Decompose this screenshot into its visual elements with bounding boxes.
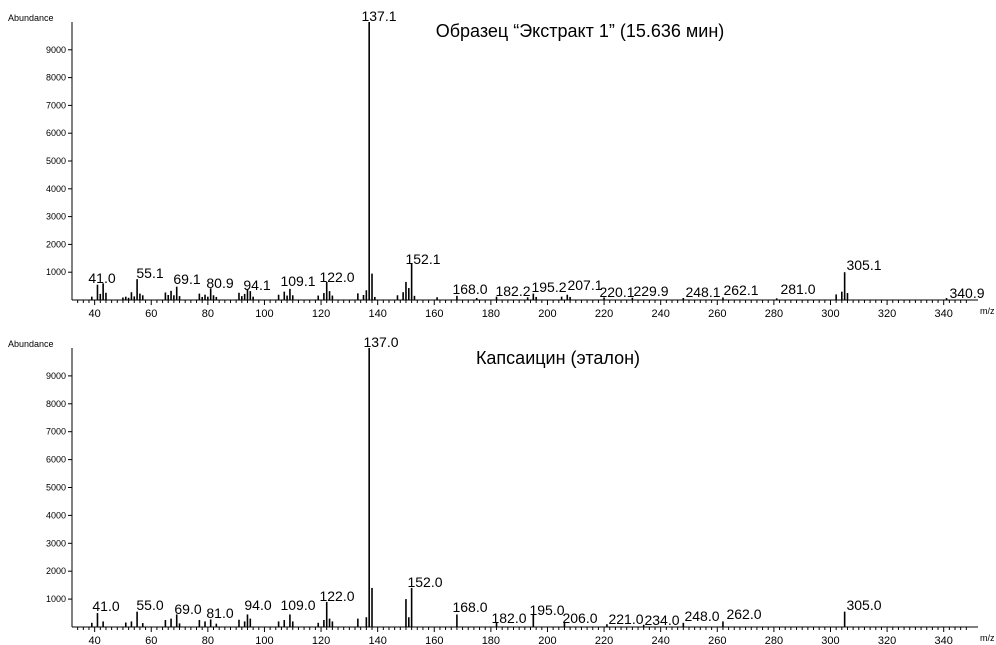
peak-label: 80.9 <box>206 275 233 291</box>
peak-label: 305.0 <box>846 597 881 613</box>
y-tick-label: 6000 <box>46 455 66 465</box>
peak-label: 262.0 <box>726 606 761 622</box>
x-tick-label: 240 <box>651 635 669 645</box>
peak-label: 248.0 <box>684 608 719 624</box>
peak-label: 248.1 <box>685 284 720 300</box>
x-axis-label: m/z <box>980 633 995 643</box>
x-tick-label: 340 <box>935 635 953 645</box>
y-tick-label: 4000 <box>46 510 66 520</box>
x-tick-label: 120 <box>312 308 330 320</box>
peak-label: 122.0 <box>319 269 354 285</box>
y-tick-label: 1000 <box>46 594 66 604</box>
x-tick-label: 80 <box>202 635 214 645</box>
x-tick-label: 320 <box>878 308 896 320</box>
peak-label: 234.0 <box>644 612 679 628</box>
y-tick-label: 2000 <box>46 566 66 576</box>
peak-label: 122.0 <box>319 588 354 604</box>
x-tick-label: 100 <box>255 308 273 320</box>
x-tick-label: 280 <box>765 635 783 645</box>
peak-label: 152.1 <box>405 251 440 267</box>
y-tick-label: 7000 <box>46 427 66 437</box>
x-tick-label: 140 <box>368 308 386 320</box>
y-tick-label: 9000 <box>46 371 66 381</box>
peak-label: 137.0 <box>363 334 398 350</box>
x-tick-label: 300 <box>821 635 839 645</box>
y-tick-label: 5000 <box>46 156 66 166</box>
peak-label: 69.1 <box>173 271 200 287</box>
x-tick-label: 280 <box>765 308 783 320</box>
x-tick-label: 220 <box>595 635 613 645</box>
peak-label: 182.2 <box>495 283 530 299</box>
x-tick-label: 340 <box>935 308 953 320</box>
x-tick-label: 140 <box>368 635 386 645</box>
peak-label: 94.1 <box>243 277 270 293</box>
peak-label: 262.1 <box>723 282 758 298</box>
y-axis-label: Abundance <box>8 13 54 23</box>
peak-label: 152.0 <box>407 574 442 590</box>
peak-label: 182.0 <box>491 610 526 626</box>
y-tick-label: 3000 <box>46 538 66 548</box>
y-tick-label: 7000 <box>46 100 66 110</box>
peak-label: 229.9 <box>633 283 668 299</box>
x-tick-label: 40 <box>89 635 101 645</box>
y-tick-label: 9000 <box>46 45 66 55</box>
x-tick-label: 200 <box>538 635 556 645</box>
peak-label: 55.0 <box>136 597 163 613</box>
peak-label: 207.1 <box>567 277 602 293</box>
x-tick-label: 200 <box>538 308 556 320</box>
x-tick-label: 120 <box>312 635 330 645</box>
spectrum-panel-1: Abundance 1000 2000 3000 4000 5000 6000 7000 800… <box>8 8 995 320</box>
spectrum-panel-2: Abundance 1000 2000 3000 4000 5000 6000 7000 800… <box>8 334 995 645</box>
peak-label: 168.0 <box>452 281 487 297</box>
peak-label: 94.0 <box>244 597 271 613</box>
peak-label: 340.9 <box>949 285 984 301</box>
y-tick-label: 1000 <box>46 267 66 277</box>
peak-label: 109.1 <box>280 273 315 289</box>
y-tick-label: 8000 <box>46 399 66 409</box>
y-tick-label: 8000 <box>46 73 66 83</box>
peak-label: 69.0 <box>174 601 201 617</box>
x-tick-label: 60 <box>145 635 157 645</box>
peak-label: 195.0 <box>529 602 564 618</box>
x-tick-label: 220 <box>595 308 613 320</box>
x-tick-label: 260 <box>708 635 726 645</box>
x-tick-label: 180 <box>482 308 500 320</box>
y-tick-label: 2000 <box>46 239 66 249</box>
y-tick-label: 4000 <box>46 184 66 194</box>
peak-label: 305.1 <box>846 257 881 273</box>
peak-label: 41.0 <box>88 270 115 286</box>
peak-label: 221.0 <box>608 611 643 627</box>
x-tick-label: 40 <box>89 308 101 320</box>
peak-label: 168.0 <box>452 599 487 615</box>
peak-label: 41.0 <box>92 598 119 614</box>
x-tick-label: 300 <box>821 308 839 320</box>
x-tick-label: 260 <box>708 308 726 320</box>
x-tick-label: 160 <box>425 308 443 320</box>
peak-label: 55.1 <box>136 265 163 281</box>
peak-label: 81.0 <box>206 605 233 621</box>
y-axis-label: Abundance <box>8 339 54 349</box>
peak-label: 206.0 <box>562 610 597 626</box>
peak-label: 281.0 <box>780 281 815 297</box>
x-tick-label: 100 <box>255 635 273 645</box>
peak-label: 109.0 <box>280 597 315 613</box>
peak-label: 220.1 <box>599 284 634 300</box>
x-tick-label: 160 <box>425 635 443 645</box>
peak-label: 195.2 <box>531 279 566 295</box>
x-tick-label: 240 <box>651 308 669 320</box>
chart-title: Образец “Экстракт 1” (15.636 мин) <box>436 21 725 41</box>
y-tick-label: 6000 <box>46 128 66 138</box>
y-tick-label: 5000 <box>46 483 66 493</box>
chart-title: Капсаицин (эталон) <box>476 348 640 368</box>
x-tick-label: 80 <box>202 308 214 320</box>
x-tick-label: 60 <box>145 308 157 320</box>
y-tick-label: 3000 <box>46 212 66 222</box>
peak-label: 137.1 <box>361 8 396 24</box>
x-tick-label: 180 <box>482 635 500 645</box>
x-axis-label: m/z <box>980 306 995 316</box>
x-tick-label: 320 <box>878 635 896 645</box>
